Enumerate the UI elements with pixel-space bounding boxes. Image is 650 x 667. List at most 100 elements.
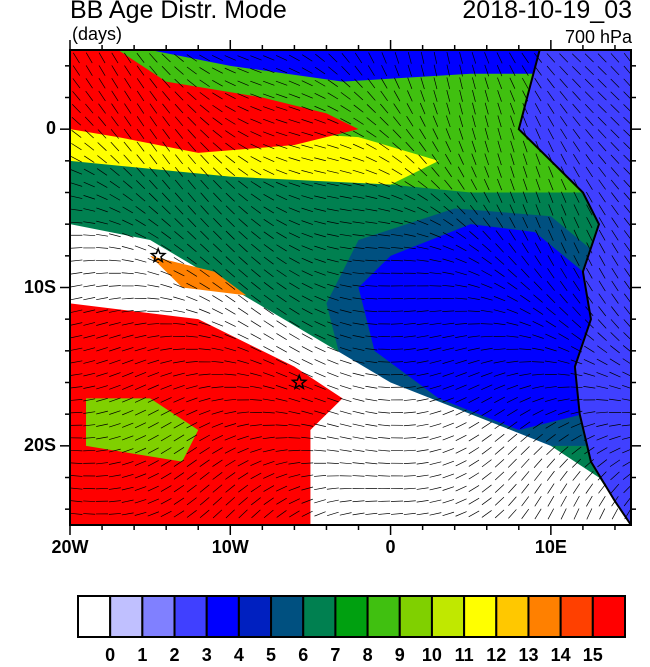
wind-barb	[276, 307, 287, 315]
wind-barb	[378, 195, 391, 200]
wind-barb	[544, 386, 557, 389]
wind-barb	[109, 180, 121, 189]
wind-barb	[136, 65, 145, 76]
wind-barb	[187, 141, 197, 152]
wind-barb	[598, 306, 607, 317]
wind-barb	[122, 397, 134, 403]
wind-barb	[173, 296, 185, 301]
wind-barb	[111, 90, 119, 102]
wind-barb	[250, 346, 262, 353]
wind-barb	[443, 205, 454, 215]
wind-barb	[508, 242, 517, 253]
wind-barb	[520, 446, 530, 456]
wind-barb	[597, 104, 607, 114]
wind-barb	[301, 106, 313, 111]
wind-barb	[301, 308, 313, 315]
wind-barb	[122, 422, 134, 428]
wind-barb	[583, 372, 596, 377]
wind-barb	[83, 334, 96, 339]
wind-barb	[535, 128, 541, 140]
wind-barb	[507, 446, 518, 455]
wind-barb	[70, 512, 83, 515]
wind-barb	[483, 191, 490, 203]
wind-barb	[250, 131, 262, 137]
wind-barb	[458, 140, 464, 153]
wind-barb	[301, 144, 314, 149]
wind-barb	[506, 372, 519, 377]
wind-barb	[585, 166, 593, 178]
wind-barb	[378, 449, 391, 452]
wind-barb	[187, 179, 196, 190]
wind-barb	[519, 334, 532, 339]
wind-barb	[160, 397, 172, 403]
wind-barb	[392, 116, 402, 127]
wind-barb	[446, 51, 450, 64]
wind-barb	[621, 411, 631, 414]
wind-barb	[84, 142, 95, 151]
wind-barb	[416, 411, 429, 415]
wind-barb	[147, 258, 160, 264]
wind-barb	[586, 508, 593, 520]
wind-barb	[96, 309, 108, 313]
wind-barb	[365, 221, 378, 224]
wind-barb	[455, 397, 467, 403]
wind-barb	[276, 231, 287, 239]
wind-barb	[121, 435, 134, 441]
wind-barb	[431, 154, 440, 165]
wind-barb	[533, 458, 543, 468]
wind-barb	[186, 397, 198, 403]
wind-barb	[160, 270, 172, 276]
wind-barb	[174, 129, 184, 139]
colorbar-box	[366, 595, 401, 638]
wind-barb	[468, 485, 480, 492]
wind-barb	[213, 192, 222, 202]
wind-barb	[122, 180, 133, 189]
wind-barb	[468, 421, 480, 429]
wind-barb	[548, 216, 554, 229]
wind-barb	[367, 65, 375, 76]
wind-barb	[160, 498, 172, 505]
wind-barb	[275, 67, 288, 74]
wind-barb	[149, 78, 158, 89]
wind-barb	[571, 434, 582, 442]
wind-barb	[481, 243, 492, 253]
wind-barb	[237, 155, 249, 163]
wind-barb	[83, 449, 96, 452]
wind-barb	[83, 259, 96, 262]
wind-barb	[263, 231, 274, 239]
wind-barb	[534, 78, 542, 89]
wind-barb	[468, 384, 480, 391]
wind-barb	[599, 508, 606, 520]
wind-barb	[442, 258, 455, 263]
wind-barb	[301, 282, 313, 289]
wind-barb	[393, 103, 401, 114]
wind-barb	[378, 399, 391, 401]
wind-barb	[96, 397, 108, 402]
wind-barb	[597, 129, 607, 139]
wind-barb	[288, 144, 301, 149]
wind-barb	[570, 410, 583, 415]
wind-barb	[522, 166, 528, 178]
wind-barb	[70, 462, 83, 465]
wind-barb	[416, 335, 429, 338]
wind-barb	[468, 434, 480, 442]
wind-barb	[352, 169, 365, 174]
wind-barb	[339, 157, 352, 162]
wind-barb	[301, 474, 314, 478]
wind-barb	[238, 243, 248, 253]
wind-barb	[459, 77, 463, 90]
wind-barb	[497, 77, 503, 89]
wind-barb	[497, 178, 503, 191]
wind-barb	[263, 206, 275, 214]
wind-barb	[199, 104, 210, 113]
wind-barb	[352, 398, 365, 402]
wind-barb	[545, 409, 557, 416]
wind-barb	[198, 335, 211, 339]
wind-barb	[212, 79, 223, 87]
wind-barb	[135, 180, 146, 190]
wind-barb	[610, 345, 620, 354]
wind-barb	[187, 129, 197, 139]
wind-barb	[124, 65, 132, 76]
wind-barb	[185, 335, 198, 338]
wind-barb	[251, 256, 261, 265]
